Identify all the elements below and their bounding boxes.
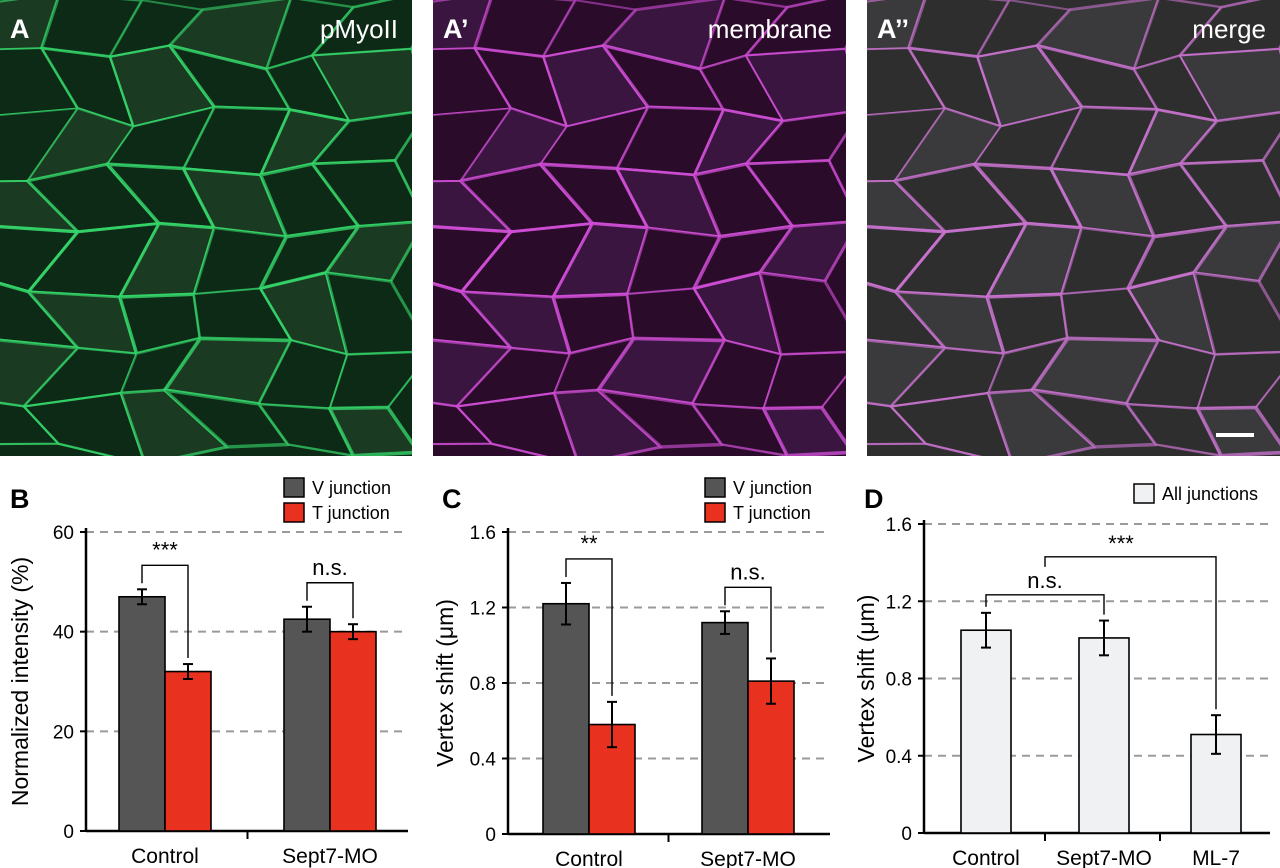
x-tick-label: Control <box>555 848 623 868</box>
y-axis-label: Normalized intensity (%) <box>7 557 33 806</box>
significance-label: n.s. <box>730 559 765 584</box>
panel-letter-d: D <box>864 484 884 514</box>
legend-swatch <box>283 477 305 498</box>
panel-letter-a: A <box>10 14 30 44</box>
panel-letter-a-prime: A’ <box>443 14 469 44</box>
bar <box>701 621 749 835</box>
y-tick-label: 0.4 <box>470 750 497 771</box>
legend-label: T junction <box>733 503 811 523</box>
cell-outline <box>1195 405 1280 456</box>
micro-panel-merge: A’’ merge <box>867 0 1280 456</box>
panel-letter-b: B <box>10 484 30 514</box>
legend-swatch <box>283 502 305 523</box>
x-tick-label: ML-7 <box>1192 847 1240 868</box>
scale-bar <box>1216 433 1254 437</box>
cell-outline <box>327 405 412 456</box>
legend-label: V junction <box>733 478 812 498</box>
y-tick-label: 0.4 <box>886 747 913 768</box>
cell-outline <box>889 391 1012 456</box>
chart-b: 0 20 40 60 Normalized intensity (%) Control Se… <box>7 477 408 868</box>
chart-c: 0 0.4 0.8 1.2 1.6 Vertex shift (μm) Control Sep… <box>432 477 830 868</box>
cell-outline <box>744 48 846 122</box>
significance-label: n.s. <box>1027 568 1062 593</box>
legend-label: T junction <box>312 503 390 523</box>
chart-d: 0 0.4 0.8 1.2 1.6 Vertex shift (μm) Control Sep… <box>853 483 1270 868</box>
cell-outline <box>758 271 846 357</box>
legend-label: All junctions <box>1162 484 1258 504</box>
y-tick-label: 1.2 <box>886 592 912 613</box>
y-tick-label: 1.2 <box>470 599 496 620</box>
bar <box>542 602 590 835</box>
cell-outline <box>22 391 144 456</box>
significance-bracket <box>306 582 354 619</box>
cell-outline <box>1178 48 1280 122</box>
bar <box>329 630 377 832</box>
cell-image-merge <box>867 0 1280 456</box>
significance-bracket <box>724 586 772 653</box>
micro-panel-pmyoii: A pMyoII <box>0 0 412 456</box>
significance-bracket <box>565 558 613 696</box>
micro-panel-membrane: A’ membrane <box>433 0 846 456</box>
x-tick-label: Sept7-MO <box>282 845 378 868</box>
cell-outline <box>311 48 412 122</box>
channel-label-pmyoii: pMyoII <box>319 14 398 44</box>
y-tick-label: 40 <box>53 623 74 644</box>
y-tick-label: 20 <box>53 722 74 743</box>
y-axis-label: Vertex shift (μm) <box>432 599 458 767</box>
cell-outline <box>324 271 412 357</box>
cell-outline <box>1179 159 1280 228</box>
significance-label: *** <box>1108 531 1134 556</box>
bar <box>747 680 795 835</box>
y-tick-label: 0.8 <box>886 670 912 691</box>
y-tick-label: 0 <box>63 822 74 843</box>
x-tick-label: Sept7-MO <box>1056 847 1152 868</box>
significance-label: ** <box>580 531 598 556</box>
bar <box>1078 637 1130 834</box>
y-tick-label: 0 <box>901 824 912 845</box>
cell-outline <box>745 159 846 228</box>
significance-bracket <box>141 564 189 659</box>
significance-label: n.s. <box>312 555 347 580</box>
cell-image-membrane <box>433 0 846 456</box>
legend-label: V junction <box>312 478 391 498</box>
significance-bracket <box>1044 556 1217 710</box>
bar <box>118 595 166 832</box>
x-tick-label: Control <box>131 845 199 868</box>
bar <box>960 629 1012 834</box>
bar <box>283 618 331 832</box>
y-tick-label: 60 <box>53 523 74 544</box>
cell-outline <box>311 159 412 228</box>
x-tick-label: Sept7-MO <box>700 848 796 868</box>
significance-label: *** <box>152 537 178 562</box>
significance-bracket <box>985 594 1105 615</box>
cell-outline <box>455 391 578 456</box>
cell-outline <box>1192 271 1280 357</box>
panel-letter-c: C <box>442 484 462 514</box>
cell-outline <box>761 405 846 456</box>
y-tick-label: 0.8 <box>470 674 496 695</box>
y-tick-label: 1.6 <box>470 523 496 544</box>
panel-letter-a-double-prime: A’’ <box>877 14 910 44</box>
channel-label-merge: merge <box>1192 14 1266 44</box>
legend-swatch <box>704 502 726 523</box>
legend-swatch <box>704 477 726 498</box>
cell-image-pmyoii <box>0 0 412 456</box>
y-tick-label: 1.6 <box>886 515 912 536</box>
y-axis-label: Vertex shift (μm) <box>853 595 879 763</box>
y-tick-label: 0 <box>485 825 496 846</box>
channel-label-membrane: membrane <box>707 14 832 44</box>
x-tick-label: Control <box>952 847 1020 868</box>
bar <box>164 670 212 832</box>
legend-swatch <box>1133 483 1155 504</box>
